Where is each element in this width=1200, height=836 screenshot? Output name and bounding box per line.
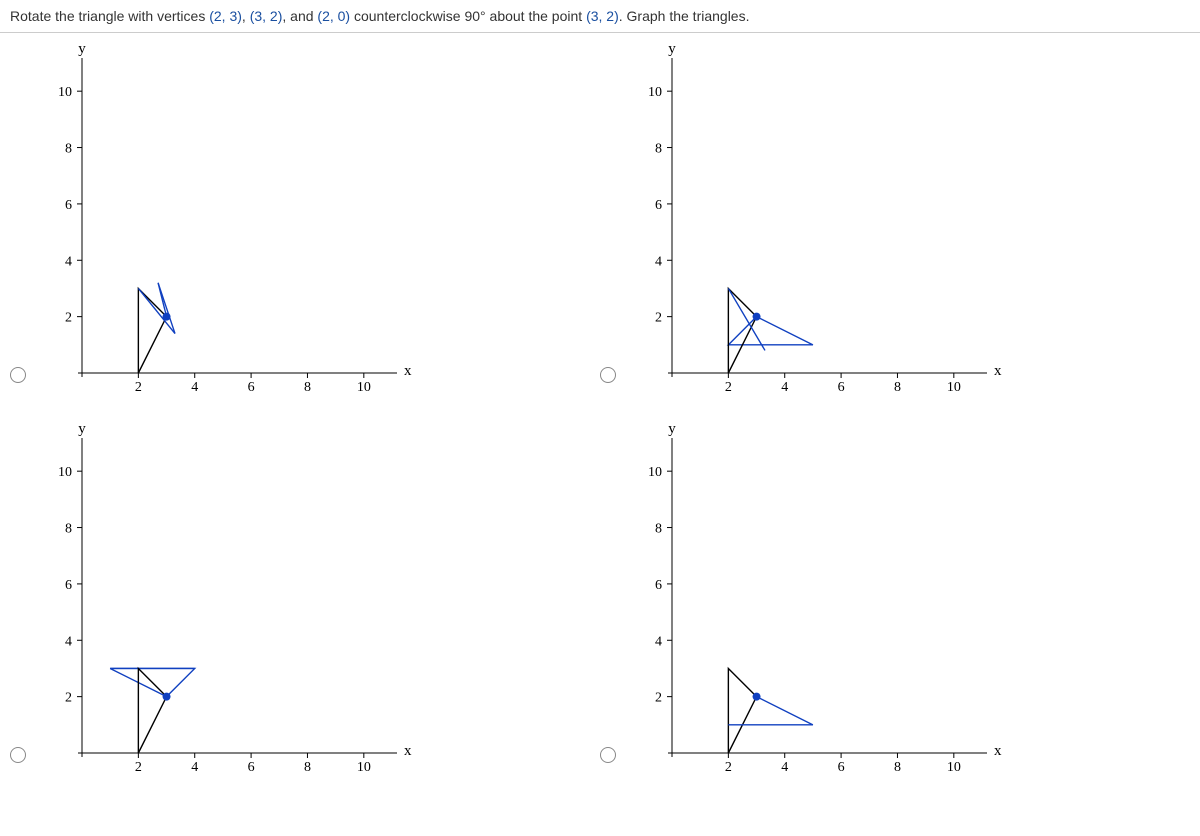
svg-text:2: 2 xyxy=(135,380,142,395)
question-text: Rotate the triangle with vertices (2, 3)… xyxy=(0,0,1200,33)
svg-text:4: 4 xyxy=(781,760,788,775)
svg-text:8: 8 xyxy=(65,522,72,537)
svg-text:2: 2 xyxy=(655,311,662,326)
svg-text:8: 8 xyxy=(304,380,311,395)
svg-text:8: 8 xyxy=(655,142,662,157)
option-b[interactable]: 2 2 4 4 6 6 8 8 10 10 x y xyxy=(600,43,1190,403)
chart-d: 2 2 4 4 6 6 8 8 10 10 x y xyxy=(622,423,1002,783)
svg-text:y: y xyxy=(78,423,86,437)
svg-text:y: y xyxy=(668,43,676,57)
svg-text:10: 10 xyxy=(357,760,371,775)
svg-text:8: 8 xyxy=(304,760,311,775)
option-d[interactable]: 2 2 4 4 6 6 8 8 10 10 x y xyxy=(600,423,1190,783)
svg-text:6: 6 xyxy=(838,380,845,395)
svg-text:2: 2 xyxy=(135,760,142,775)
svg-text:10: 10 xyxy=(357,380,371,395)
svg-text:8: 8 xyxy=(894,380,901,395)
svg-text:6: 6 xyxy=(838,760,845,775)
svg-text:10: 10 xyxy=(58,465,72,480)
svg-text:6: 6 xyxy=(655,198,662,213)
option-c[interactable]: 2 2 4 4 6 6 8 8 10 10 x y xyxy=(10,423,600,783)
svg-text:x: x xyxy=(994,363,1002,379)
svg-text:6: 6 xyxy=(65,198,72,213)
svg-text:8: 8 xyxy=(894,760,901,775)
svg-text:4: 4 xyxy=(655,634,662,649)
svg-text:10: 10 xyxy=(58,85,72,100)
svg-text:4: 4 xyxy=(191,760,198,775)
svg-text:6: 6 xyxy=(655,578,662,593)
radio-a[interactable] xyxy=(10,367,26,383)
svg-text:8: 8 xyxy=(65,142,72,157)
svg-text:x: x xyxy=(994,743,1002,759)
svg-text:10: 10 xyxy=(947,760,961,775)
svg-text:4: 4 xyxy=(191,380,198,395)
svg-text:10: 10 xyxy=(648,465,662,480)
svg-text:6: 6 xyxy=(248,380,255,395)
svg-text:2: 2 xyxy=(725,760,732,775)
svg-text:10: 10 xyxy=(947,380,961,395)
radio-b[interactable] xyxy=(600,367,616,383)
chart-c: 2 2 4 4 6 6 8 8 10 10 x y xyxy=(32,423,412,783)
svg-text:4: 4 xyxy=(781,380,788,395)
svg-text:8: 8 xyxy=(655,522,662,537)
svg-text:2: 2 xyxy=(655,691,662,706)
svg-text:2: 2 xyxy=(65,691,72,706)
chart-a: 2 2 4 4 6 6 8 8 10 10 x y xyxy=(32,43,412,403)
svg-text:6: 6 xyxy=(65,578,72,593)
svg-text:2: 2 xyxy=(725,380,732,395)
svg-text:10: 10 xyxy=(648,85,662,100)
svg-text:2: 2 xyxy=(65,311,72,326)
svg-text:x: x xyxy=(404,743,412,759)
svg-text:6: 6 xyxy=(248,760,255,775)
svg-text:y: y xyxy=(78,43,86,57)
radio-d[interactable] xyxy=(600,747,616,763)
chart-b: 2 2 4 4 6 6 8 8 10 10 x y xyxy=(622,43,1002,403)
option-a[interactable]: 2 2 4 4 6 6 8 8 10 10 x y xyxy=(10,43,600,403)
svg-text:4: 4 xyxy=(65,254,72,269)
svg-text:4: 4 xyxy=(65,634,72,649)
options-grid: 2 2 4 4 6 6 8 8 10 10 x y 2 2 4 4 6 6 8 8 10 10 x y 2 2 4 4 6 6 8 8 10… xyxy=(0,33,1200,803)
svg-text:4: 4 xyxy=(655,254,662,269)
svg-text:x: x xyxy=(404,363,412,379)
svg-text:y: y xyxy=(668,423,676,437)
radio-c[interactable] xyxy=(10,747,26,763)
